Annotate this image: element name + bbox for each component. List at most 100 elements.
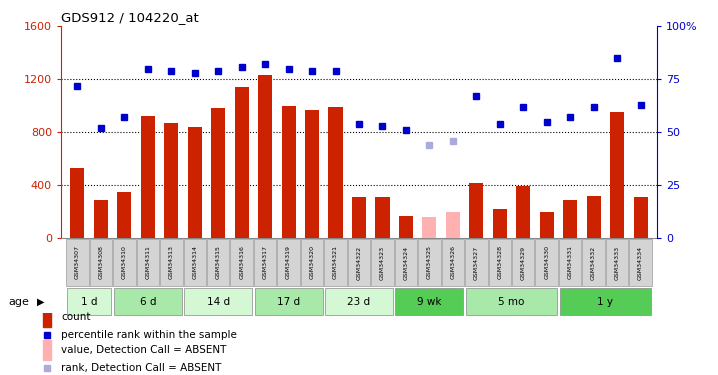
Text: ▶: ▶ <box>37 297 45 307</box>
Text: GSM34313: GSM34313 <box>169 246 174 279</box>
Text: 23 d: 23 d <box>348 297 370 307</box>
Bar <box>187 127 202 238</box>
Bar <box>42 308 51 327</box>
Text: GSM34320: GSM34320 <box>309 246 314 279</box>
Bar <box>114 288 182 315</box>
Text: GSM34327: GSM34327 <box>474 246 479 280</box>
Bar <box>164 123 178 238</box>
Bar <box>277 239 300 286</box>
Bar <box>395 239 417 286</box>
Bar <box>422 217 437 238</box>
Text: rank, Detection Call = ABSENT: rank, Detection Call = ABSENT <box>61 363 221 373</box>
Text: count: count <box>61 312 90 322</box>
Bar <box>301 239 323 286</box>
Bar <box>281 106 296 238</box>
Bar <box>136 239 159 286</box>
Text: GSM34334: GSM34334 <box>638 246 643 280</box>
Bar <box>488 239 511 286</box>
Bar <box>493 209 507 238</box>
Text: GSM34332: GSM34332 <box>591 246 596 280</box>
Bar <box>94 200 108 238</box>
Bar <box>207 239 230 286</box>
Text: 6 d: 6 d <box>139 297 156 307</box>
Bar <box>258 75 272 238</box>
Text: GSM34325: GSM34325 <box>427 246 432 279</box>
Text: age: age <box>9 297 29 307</box>
Bar <box>113 239 136 286</box>
Bar <box>516 186 531 238</box>
Text: GSM34311: GSM34311 <box>145 246 150 279</box>
Bar <box>563 200 577 238</box>
Bar <box>117 192 131 238</box>
Bar <box>352 197 366 238</box>
Bar <box>418 239 441 286</box>
Text: value, Detection Call = ABSENT: value, Detection Call = ABSENT <box>61 345 226 355</box>
Text: 1 d: 1 d <box>81 297 98 307</box>
Bar <box>466 288 557 315</box>
Text: 1 y: 1 y <box>597 297 613 307</box>
Text: GSM34330: GSM34330 <box>544 246 549 279</box>
Bar <box>587 196 601 238</box>
Bar <box>305 110 319 238</box>
Text: GSM34314: GSM34314 <box>192 246 197 279</box>
Text: 17 d: 17 d <box>277 297 300 307</box>
Bar <box>465 239 488 286</box>
Text: 9 wk: 9 wk <box>417 297 442 307</box>
Text: GSM34331: GSM34331 <box>568 246 573 279</box>
Bar <box>67 288 111 315</box>
Text: GSM34323: GSM34323 <box>380 246 385 280</box>
Bar <box>90 239 112 286</box>
Bar <box>325 239 347 286</box>
Bar <box>70 168 85 238</box>
Bar <box>160 239 182 286</box>
Text: GSM34308: GSM34308 <box>98 246 103 279</box>
Text: percentile rank within the sample: percentile rank within the sample <box>61 330 237 340</box>
Bar <box>211 108 225 238</box>
Text: GSM34316: GSM34316 <box>239 246 244 279</box>
Bar <box>329 107 342 238</box>
Bar <box>610 112 624 238</box>
Bar <box>235 87 248 238</box>
Text: GSM34319: GSM34319 <box>286 246 291 279</box>
Bar <box>42 340 51 360</box>
Bar <box>371 239 393 286</box>
Bar <box>559 239 582 286</box>
Bar <box>141 116 155 238</box>
Bar <box>230 239 253 286</box>
Text: GSM34322: GSM34322 <box>357 246 361 280</box>
Bar <box>184 239 206 286</box>
Bar <box>446 211 460 238</box>
Text: GSM34310: GSM34310 <box>122 246 127 279</box>
Text: GSM34326: GSM34326 <box>450 246 455 279</box>
Text: GSM34317: GSM34317 <box>263 246 268 279</box>
Bar <box>633 197 648 238</box>
Bar <box>325 288 393 315</box>
Text: 14 d: 14 d <box>207 297 230 307</box>
Bar <box>399 216 413 238</box>
Bar <box>442 239 464 286</box>
Text: GSM34321: GSM34321 <box>333 246 338 279</box>
Bar <box>254 239 276 286</box>
Text: GSM34307: GSM34307 <box>75 246 80 279</box>
Bar <box>512 239 534 286</box>
Text: GSM34328: GSM34328 <box>498 246 503 279</box>
Bar <box>396 288 463 315</box>
Bar <box>540 211 554 238</box>
Text: GSM34315: GSM34315 <box>215 246 220 279</box>
Bar <box>630 239 652 286</box>
Text: 5 mo: 5 mo <box>498 297 525 307</box>
Bar <box>559 288 651 315</box>
Bar <box>606 239 628 286</box>
Text: GSM34324: GSM34324 <box>404 246 409 280</box>
Bar <box>582 239 605 286</box>
Bar <box>470 183 483 238</box>
Text: GDS912 / 104220_at: GDS912 / 104220_at <box>61 11 199 24</box>
Bar <box>376 197 389 238</box>
Text: GSM34333: GSM34333 <box>615 246 620 280</box>
Bar <box>348 239 370 286</box>
Bar <box>536 239 558 286</box>
Bar <box>66 239 88 286</box>
Text: GSM34329: GSM34329 <box>521 246 526 280</box>
Bar <box>255 288 322 315</box>
Bar <box>185 288 252 315</box>
